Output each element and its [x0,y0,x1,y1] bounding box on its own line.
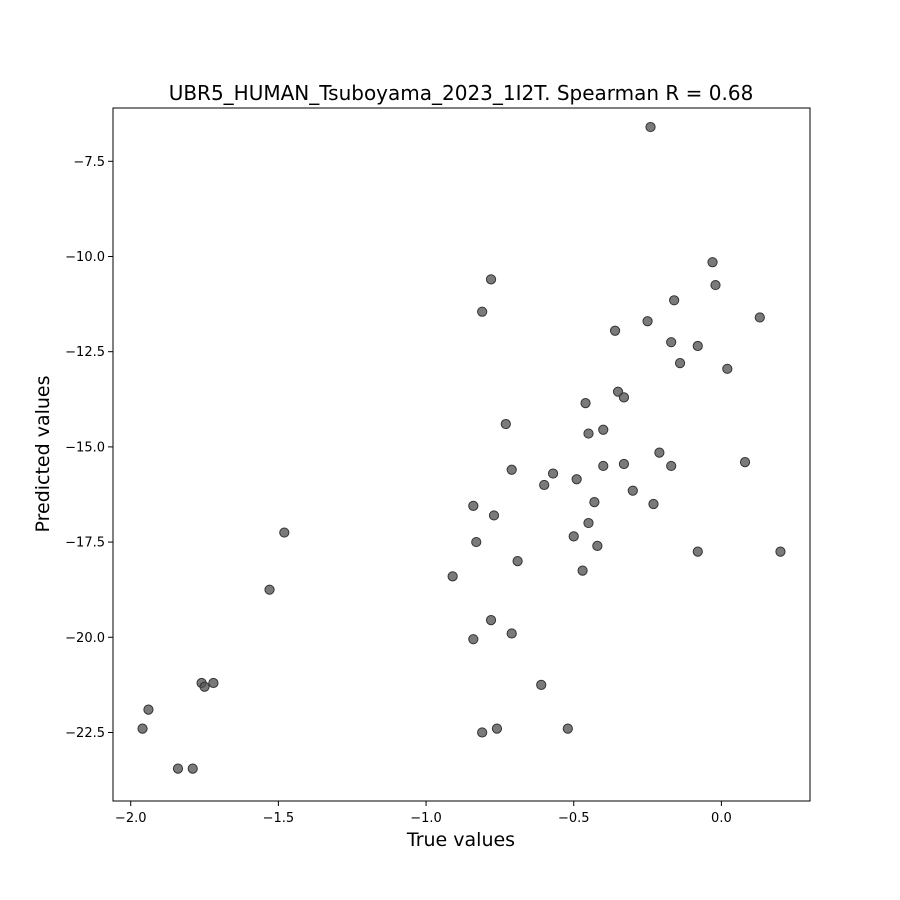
data-point [468,500,479,512]
data-point [471,536,482,548]
data-point [627,485,638,496]
data-point [208,677,219,689]
data-point [609,325,621,336]
x-tick-label: −0.5 [558,811,590,826]
plot-frame [112,107,811,802]
y-axis-label: Predicted values [32,375,54,532]
data-point [583,428,594,439]
x-tick-label: −2.0 [115,811,147,826]
data-point [648,498,659,510]
data-point [642,316,653,327]
data-point [477,306,488,317]
points-layer [137,121,786,774]
data-point [674,358,686,369]
data-point [468,634,479,645]
y-tick-label: −7.5 [73,155,105,170]
data-point [669,295,680,306]
data-point [137,723,148,734]
y-axis: −7.5 −10.0 −12.5 −15.0 −17.5 −20.0 −22.5 [65,155,113,741]
chart-title: UBR5_HUMAN_Tsuboyama_2023_1I2T. Spearman… [169,81,754,105]
data-point [187,763,198,774]
data-point [598,460,609,472]
data-point [485,274,497,285]
x-tick-label: −1.0 [410,811,442,826]
data-point [722,363,733,374]
data-point [279,527,290,538]
data-point [592,540,603,551]
data-point [485,615,497,626]
data-point [618,392,630,403]
data-point [710,279,721,291]
data-point [583,517,594,529]
data-point [692,546,703,557]
y-tick-label: −22.5 [65,726,105,741]
y-tick-label: −10.0 [65,250,105,265]
data-point [512,556,523,567]
data-point [447,571,458,582]
x-axis-label: True values [406,829,515,851]
data-point [645,121,656,133]
data-point [264,584,275,595]
data-point [754,312,765,323]
data-point [562,723,573,734]
data-point [539,479,550,491]
data-point [598,424,609,435]
data-point [547,468,559,479]
y-tick-label: −12.5 [65,345,105,360]
data-point [199,681,210,692]
data-point [500,418,511,430]
x-tick-label: −1.5 [263,811,295,826]
data-point [506,628,517,639]
data-point [172,763,184,774]
data-point [618,458,630,470]
data-point [692,340,703,352]
x-tick-label: 0.0 [711,811,732,826]
data-point [143,704,154,715]
data-point [477,727,488,738]
data-point [589,496,600,508]
data-point [536,679,547,690]
data-point [491,723,503,734]
data-point [666,337,677,348]
data-point [775,546,786,557]
data-point [577,565,588,576]
data-point [580,397,591,409]
y-tick-label: −15.0 [65,440,105,455]
data-point [571,474,582,485]
x-axis: −2.0 −1.5 −1.0 −0.5 0.0 [115,801,732,826]
y-tick-label: −17.5 [65,536,105,551]
data-point [568,531,579,542]
y-tick-label: −20.0 [65,631,105,646]
data-point [739,457,751,468]
data-point [666,460,677,472]
data-point [707,257,718,268]
data-point [488,510,500,521]
data-point [506,464,517,475]
data-point [654,447,665,458]
